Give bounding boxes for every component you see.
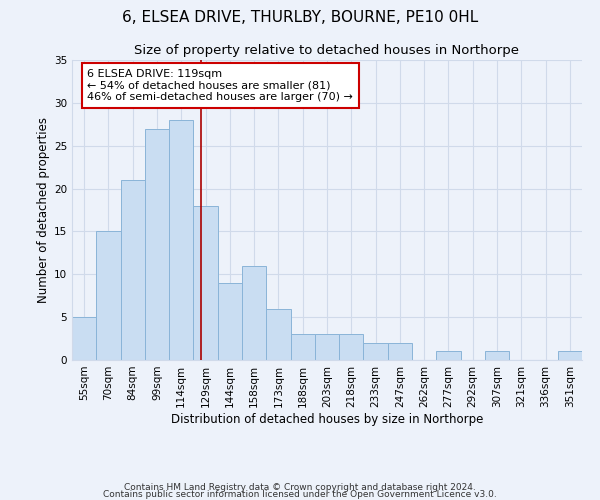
Text: 6 ELSEA DRIVE: 119sqm
← 54% of detached houses are smaller (81)
46% of semi-deta: 6 ELSEA DRIVE: 119sqm ← 54% of detached … — [88, 69, 353, 102]
Bar — [169, 120, 193, 360]
Bar — [96, 232, 121, 360]
Bar — [72, 317, 96, 360]
Bar — [485, 352, 509, 360]
Bar — [290, 334, 315, 360]
Text: Contains public sector information licensed under the Open Government Licence v3: Contains public sector information licen… — [103, 490, 497, 499]
Bar — [266, 308, 290, 360]
Bar — [364, 343, 388, 360]
Bar — [193, 206, 218, 360]
Bar — [145, 128, 169, 360]
Bar — [339, 334, 364, 360]
Bar — [558, 352, 582, 360]
Text: 6, ELSEA DRIVE, THURLBY, BOURNE, PE10 0HL: 6, ELSEA DRIVE, THURLBY, BOURNE, PE10 0H… — [122, 10, 478, 25]
Bar — [121, 180, 145, 360]
Bar — [315, 334, 339, 360]
Bar — [242, 266, 266, 360]
Bar — [388, 343, 412, 360]
Y-axis label: Number of detached properties: Number of detached properties — [37, 117, 50, 303]
X-axis label: Distribution of detached houses by size in Northorpe: Distribution of detached houses by size … — [171, 412, 483, 426]
Title: Size of property relative to detached houses in Northorpe: Size of property relative to detached ho… — [134, 44, 520, 58]
Bar — [436, 352, 461, 360]
Bar — [218, 283, 242, 360]
Text: Contains HM Land Registry data © Crown copyright and database right 2024.: Contains HM Land Registry data © Crown c… — [124, 484, 476, 492]
